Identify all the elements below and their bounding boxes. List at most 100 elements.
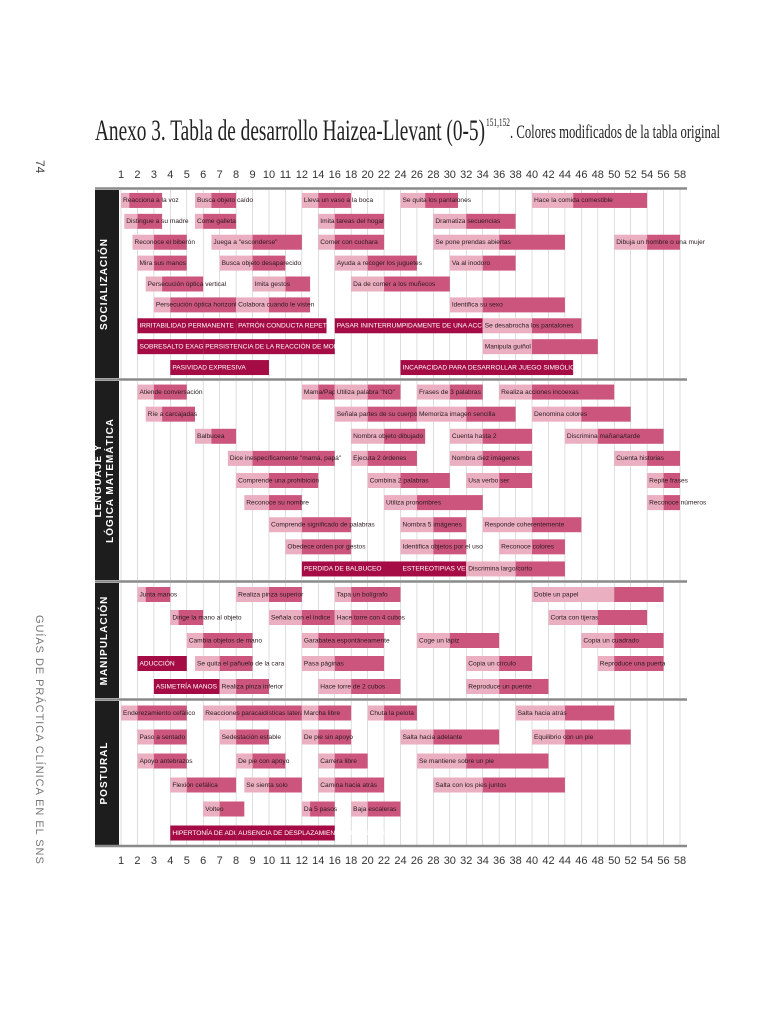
item-label: Manipula guiñol	[485, 343, 532, 350]
alert-label: HIPERTONÍA DE ADUC.	[172, 828, 245, 837]
item-label: Dibuja un hombre o una mujer	[616, 239, 706, 246]
item-label: Corta con tijeras	[550, 614, 599, 621]
item-label: Comprende significado de palabras	[271, 521, 375, 528]
item-label: De pie con apoyo	[238, 758, 290, 765]
alert-label: INCAPACIDAD PARA DESARROLLAR JUEGO SIMBÓ…	[403, 362, 580, 371]
bar-late	[219, 801, 245, 817]
x-tick-label: 4	[167, 169, 173, 181]
side-text: GUÍAS DE PRÁCTICA CLÍNICA EN EL SNS	[33, 615, 46, 865]
x-tick-label: 26	[411, 855, 423, 867]
x-tick-label: 7	[217, 855, 223, 867]
item-label: Equilibrio con un pie	[534, 734, 594, 741]
bar-early	[170, 777, 187, 793]
item-label: Imita tareas del hogar	[320, 218, 385, 225]
x-tick-label: 14	[312, 855, 324, 867]
item-label: Junta manos	[139, 591, 177, 598]
x-tick-label: 9	[249, 855, 255, 867]
bar-early	[153, 297, 171, 313]
bar-early	[351, 428, 385, 444]
item-label: Se quita el pañuelo de la cara	[197, 660, 285, 667]
bar-early	[482, 339, 533, 355]
item-label: De pie sin apoyo	[304, 734, 353, 741]
item-label: Carrera libre	[320, 758, 357, 765]
x-tick-label: 7	[217, 169, 223, 181]
item-label: Salta con los pies juntos	[435, 782, 507, 789]
bar-early	[194, 192, 212, 208]
x-tick-label: 22	[378, 855, 390, 867]
bar-early	[532, 406, 582, 422]
bar-late	[482, 777, 565, 793]
item-label: Mama/Papá	[304, 389, 340, 396]
bar-early	[244, 495, 269, 511]
bar-late	[449, 384, 483, 400]
bar-late	[466, 753, 549, 769]
item-label: Reconoce números	[649, 499, 707, 506]
bar-early	[219, 255, 253, 271]
bar-late	[532, 539, 565, 555]
bar-early	[581, 633, 615, 648]
bar-early	[400, 517, 434, 533]
item-label: Baja escaleras	[353, 806, 397, 813]
bar-early	[268, 517, 302, 533]
bar-late	[334, 777, 385, 793]
item-label: Dice inespecíficamente "mamá, papá"	[230, 455, 342, 462]
bar-late	[211, 428, 237, 444]
bar-late	[663, 495, 680, 511]
item-label: Persecución óptica vertical	[148, 281, 227, 288]
item-label: Salta hacia adelante	[403, 734, 463, 741]
bar-early	[416, 406, 467, 422]
x-tick-label: 54	[641, 169, 653, 181]
page-number: 74	[33, 160, 47, 174]
item-label: Sedestación estable	[222, 734, 282, 741]
x-tick-label: 5	[184, 169, 190, 181]
bar-late	[268, 587, 302, 602]
x-tick-label: 12	[296, 169, 308, 181]
bar-late	[597, 428, 664, 444]
alert-bar	[236, 318, 327, 334]
bar-early	[647, 495, 664, 511]
bar-late	[433, 539, 467, 555]
bar-late	[153, 255, 187, 271]
bar-early	[614, 450, 648, 466]
section-name: SOCIALIZACIÓN	[97, 238, 110, 330]
bar-early	[194, 428, 212, 444]
bar-early	[515, 705, 565, 721]
x-tick-label: 28	[427, 855, 439, 867]
bar-late	[532, 339, 598, 355]
bar-early	[236, 587, 269, 602]
x-tick-label: 3	[151, 855, 157, 867]
x-tick-label: 14	[312, 169, 324, 181]
x-tick-label: 20	[361, 855, 373, 867]
section-band	[95, 190, 119, 378]
bar-early	[334, 610, 352, 625]
bar-early	[244, 777, 269, 793]
item-label: Responde coherentemente	[485, 521, 565, 528]
item-label: Comprende una prohibición	[238, 477, 319, 484]
x-tick-label: 26	[411, 169, 423, 181]
x-tick-label: 6	[200, 169, 206, 181]
x-tick-label: 42	[542, 169, 554, 181]
alert-bar	[400, 360, 574, 376]
bar-early	[564, 428, 598, 444]
bar-early	[236, 473, 269, 488]
bar-early	[219, 729, 237, 745]
bar-early	[400, 192, 426, 208]
bar-early	[466, 473, 500, 488]
x-tick-label: 16	[329, 855, 341, 867]
alert-label: ADUCCIÓN	[139, 658, 174, 667]
item-label: Marcha libre	[304, 710, 341, 717]
bar-late	[129, 192, 163, 208]
item-label: Cuenta hasta 2	[452, 433, 497, 440]
item-label: Da de comer a los muñecos	[353, 281, 436, 288]
bar-late	[318, 705, 352, 721]
item-label: Camina hacia atrás	[320, 782, 378, 789]
bar-early	[416, 633, 450, 648]
x-tick-label: 10	[263, 169, 275, 181]
bar-early	[351, 450, 368, 466]
item-label: Dramatiza secuencias	[435, 218, 501, 225]
title: Anexo 3. Tabla de desarrollo Haizea-Llev…	[95, 114, 485, 147]
section-band	[95, 381, 119, 580]
x-tick-label: 9	[249, 169, 255, 181]
x-tick-label: 40	[526, 169, 538, 181]
item-label: Copia un círculo	[468, 660, 516, 667]
